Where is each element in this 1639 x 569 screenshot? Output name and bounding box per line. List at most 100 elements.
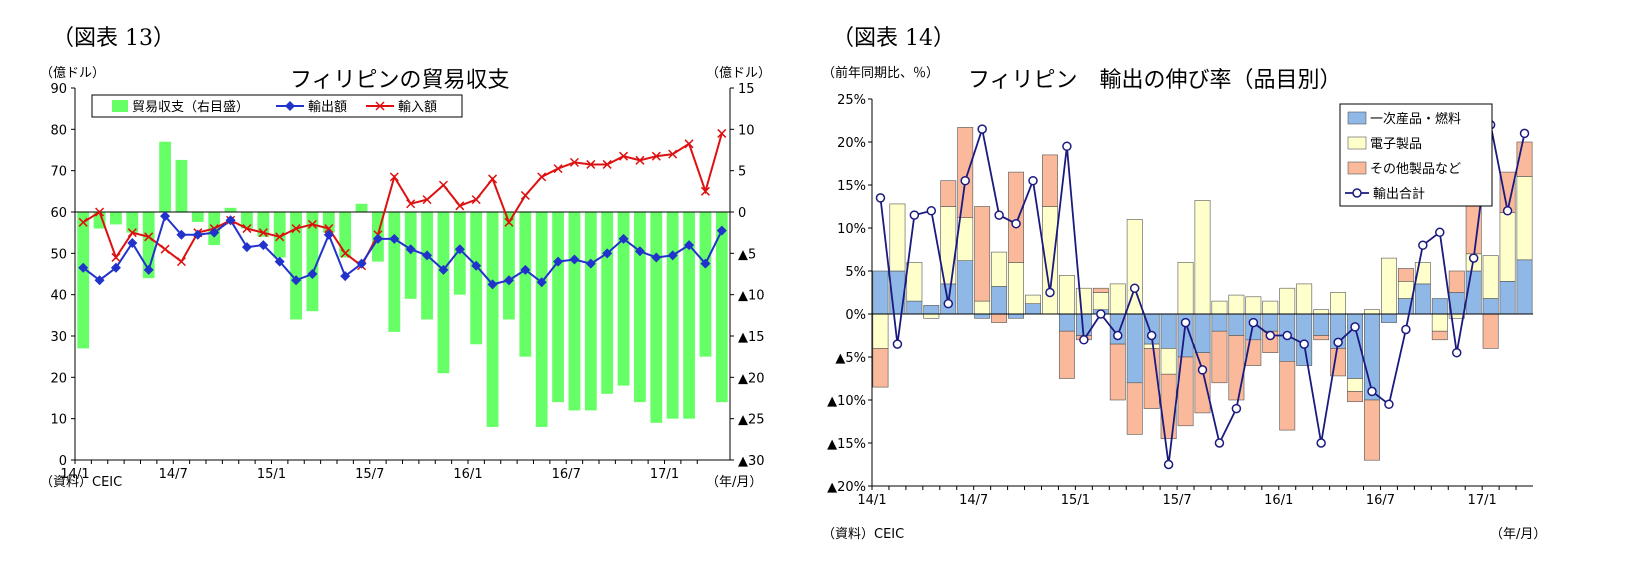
left-tick-label: 20 — [50, 371, 67, 386]
total-exports-point — [1062, 141, 1072, 152]
imports-point — [488, 174, 498, 184]
imports-point — [258, 228, 268, 238]
imports-point — [586, 159, 596, 169]
stacked-bar-segment — [974, 313, 991, 319]
trade-balance-bar — [290, 212, 302, 320]
imports-point — [144, 232, 154, 242]
stacked-bar-segment — [1008, 313, 1024, 319]
trade-balance-bar — [355, 203, 368, 212]
legend-marker-total — [1352, 188, 1362, 198]
total-exports-point — [994, 210, 1004, 220]
imports-point — [160, 244, 170, 254]
stacked-bar-segment — [1245, 296, 1262, 315]
trade-balance-bar — [126, 212, 139, 233]
stacked-bar-segment — [1499, 212, 1516, 282]
x-tick-label: 15/1 — [257, 467, 286, 482]
stacked-bar-segment — [974, 300, 991, 315]
stacked-bar-segment — [1075, 287, 1092, 315]
exports-point — [192, 229, 203, 240]
trade-balance-bar — [322, 212, 335, 233]
chart-13-right-unit: （億ドル） — [706, 66, 772, 81]
exports-point — [553, 256, 564, 267]
stacked-bar-segment — [1194, 352, 1211, 414]
stacked-bar-segment — [1397, 281, 1414, 299]
stacked-bar-segment — [1431, 330, 1448, 341]
left-tick-label: 40 — [50, 289, 67, 304]
total-exports-point — [926, 206, 937, 216]
imports-point — [422, 195, 432, 205]
left-tick-label: 90 — [50, 82, 67, 97]
stacked-bar-segment — [1194, 200, 1211, 315]
trade-balance-bar — [666, 212, 679, 419]
left-tick-label: 60 — [50, 206, 67, 221]
legend-label-imports: 輸入額 — [398, 100, 437, 115]
stacked-bar-segment — [1008, 171, 1024, 263]
right-tick-label: 10 — [738, 123, 755, 138]
x-tick-label: 16/1 — [1264, 493, 1293, 508]
trade-balance-bar — [175, 159, 188, 212]
stacked-bar-segment — [1431, 298, 1448, 315]
trade-balance-bar — [421, 212, 433, 320]
stacked-bar-segment — [1431, 313, 1448, 332]
total-exports-point — [1265, 330, 1276, 341]
trade-balance-bar — [77, 212, 90, 349]
chart-13-left-unit: （億ドル） — [40, 66, 106, 81]
exports-point — [602, 248, 613, 259]
imports-point — [537, 172, 547, 182]
y-tick-label: 15% — [837, 179, 866, 194]
trade-balance-bar — [650, 212, 663, 423]
exports-point — [536, 277, 547, 288]
chart-13-legend: 貿易収支（右目盛） 輸出額 輸入額 — [91, 94, 463, 118]
total-exports-point — [1367, 386, 1377, 397]
legend-label-balance: 貿易収支（右目盛） — [132, 100, 249, 115]
imports-point — [438, 180, 448, 190]
stacked-bar-segment — [1228, 335, 1245, 401]
x-tick-label: 16/7 — [552, 467, 581, 482]
stacked-bar-segment — [1364, 309, 1380, 315]
trade-balance-bar — [257, 212, 270, 237]
trade-balance-bar — [683, 212, 695, 419]
imports-point — [651, 151, 661, 161]
imports-point — [700, 186, 710, 196]
right-tick-label: ▲25 — [738, 413, 765, 428]
exports-point — [651, 252, 662, 263]
stacked-bar-segment — [1025, 303, 1041, 315]
exports-point — [340, 271, 351, 282]
chart-14-x-unit: （年/月） — [1490, 527, 1547, 542]
trade-balance-bar — [93, 212, 106, 229]
imports-point — [242, 224, 252, 234]
right-tick-label: ▲5 — [738, 247, 756, 262]
stacked-bar-segment — [1482, 298, 1499, 315]
stacked-bar-segment — [1058, 274, 1075, 315]
total-exports-point — [1418, 240, 1428, 250]
exports-point — [241, 242, 252, 253]
total-exports-point — [1248, 317, 1259, 328]
total-exports-point — [977, 124, 987, 134]
stacked-bar-segment — [1313, 335, 1330, 341]
exports-point — [307, 269, 318, 279]
trade-balance-bar — [584, 212, 597, 411]
exports-point — [503, 275, 514, 286]
legend-swatch-balance — [112, 100, 128, 112]
exports-point — [716, 225, 727, 236]
total-exports-point — [875, 193, 886, 203]
stacked-bar-segment — [872, 313, 889, 349]
left-tick-label: 10 — [50, 413, 67, 428]
stacked-bar-segment — [1364, 399, 1380, 461]
total-exports-point — [1350, 322, 1360, 332]
exports-point — [78, 262, 89, 273]
total-exports-point — [1197, 365, 1208, 375]
right-tick-label: 5 — [738, 165, 746, 180]
exports-point — [372, 233, 383, 244]
x-tick-label: 14/1 — [60, 467, 89, 482]
stacked-bar-segment — [1228, 294, 1245, 315]
total-exports-point — [1333, 337, 1343, 348]
total-exports-point — [1299, 339, 1309, 349]
legend-label: その他製品など — [1370, 162, 1461, 177]
exports-point — [700, 258, 711, 269]
stacked-bar-segment — [1262, 300, 1279, 315]
stacked-bar-segment — [1330, 292, 1347, 315]
trade-balance-bar — [191, 212, 204, 222]
stacked-bar-segment — [957, 260, 974, 315]
chart-13-title: フィリピンの貿易収支 — [290, 68, 510, 93]
